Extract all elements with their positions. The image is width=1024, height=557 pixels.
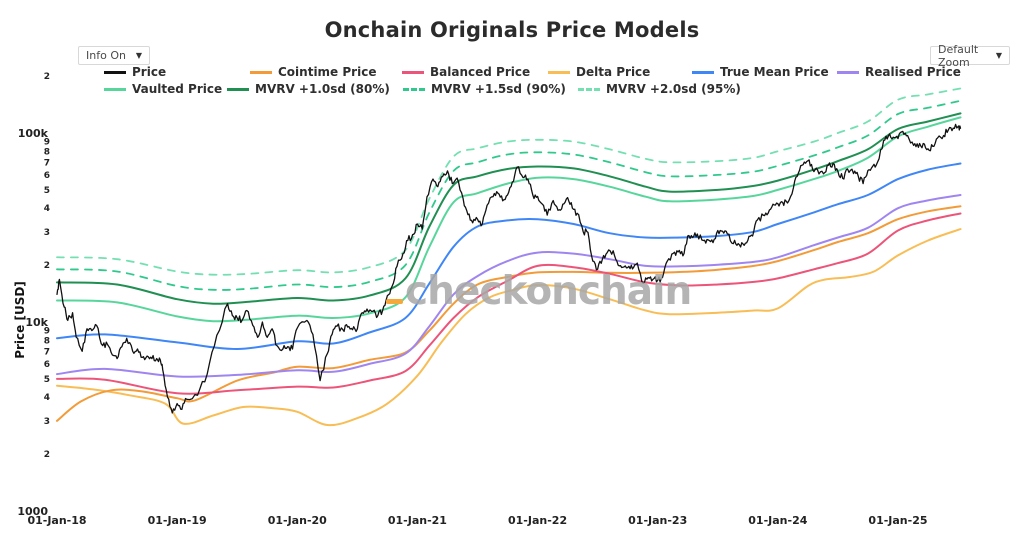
- legend-swatch-icon: [104, 87, 126, 91]
- y-axis-minor-tick: 7: [44, 158, 50, 168]
- y-axis-minor-tick: 4: [44, 393, 50, 403]
- legend-label: Realised Price: [865, 65, 961, 79]
- y-axis-minor-tick: 9: [44, 327, 50, 337]
- page-title: Onchain Originals Price Models: [324, 18, 700, 42]
- legend-label: MVRV +1.0sd (80%): [255, 82, 390, 96]
- y-axis-tick: 1000: [17, 505, 48, 518]
- info-dropdown[interactable]: Info On ▼: [78, 46, 150, 65]
- legend-item-realised-price[interactable]: Realised Price: [837, 65, 961, 79]
- legend-swatch-icon: [250, 70, 272, 74]
- x-axis-tick: 01-Jan-22: [508, 514, 567, 527]
- y-axis-minor-tick: 7: [44, 347, 50, 357]
- x-axis-tick: 01-Jan-19: [148, 514, 207, 527]
- legend-item-balanced-price[interactable]: Balanced Price: [402, 65, 530, 79]
- y-axis-minor-tick: 5: [44, 186, 50, 196]
- series-line-price: [56, 123, 962, 414]
- y-axis-tick: 10k: [25, 316, 48, 329]
- y-axis-minor-tick: 2: [44, 450, 50, 460]
- legend-swatch-icon: [837, 70, 859, 74]
- y-axis-minor-tick: 3: [44, 417, 50, 427]
- legend-item-cointime-price[interactable]: Cointime Price: [250, 65, 376, 79]
- x-axis-tick: 01-Jan-18: [27, 514, 86, 527]
- series-line-balanced-price: [56, 212, 962, 395]
- zoom-dropdown[interactable]: Default Zoom ▼: [930, 43, 1010, 69]
- info-dropdown-label: Info On: [86, 49, 126, 62]
- legend-label: True Mean Price: [720, 65, 829, 79]
- legend-item-price[interactable]: Price: [104, 65, 166, 79]
- legend-label: Delta Price: [576, 65, 651, 79]
- series-line-mvrv-1-0sd-80-: [56, 112, 962, 305]
- legend-swatch-icon: [227, 87, 249, 91]
- y-axis-minor-tick: 3: [44, 228, 50, 238]
- legend-label: MVRV +1.5sd (90%): [431, 82, 566, 96]
- zoom-dropdown-label: Default Zoom: [938, 42, 979, 69]
- series-line-realised-price: [56, 194, 962, 378]
- series-line-cointime-price: [56, 205, 962, 422]
- chevron-down-icon: ▼: [995, 51, 1002, 60]
- y-axis-minor-tick: 4: [44, 204, 50, 214]
- y-axis-minor-tick: 2: [44, 72, 50, 82]
- series-line-mvrv-2-0sd-95-: [56, 87, 962, 276]
- legend-item-mvrv-2-0sd-95-[interactable]: MVRV +2.0sd (95%): [578, 82, 741, 96]
- y-axis-minor-tick: 6: [44, 171, 50, 181]
- legend-label: Vaulted Price: [132, 82, 223, 96]
- legend-item-delta-price[interactable]: Delta Price: [548, 65, 650, 79]
- legend-item-mvrv-1-5sd-90-[interactable]: MVRV +1.5sd (90%): [403, 82, 566, 96]
- legend-item-vaulted-price[interactable]: Vaulted Price: [104, 82, 222, 96]
- series-line-mvrv-1-5sd-90-: [56, 99, 962, 291]
- legend-swatch-icon: [104, 70, 126, 74]
- legend-swatch-icon: [578, 87, 600, 91]
- x-axis-tick: 01-Jan-24: [748, 514, 807, 527]
- legend-swatch-icon: [403, 87, 425, 91]
- y-axis-tick: 100k: [18, 127, 49, 140]
- y-axis-minor-tick: 8: [44, 336, 50, 346]
- x-axis-tick: 01-Jan-21: [388, 514, 447, 527]
- legend-item-mvrv-1-0sd-80-[interactable]: MVRV +1.0sd (80%): [227, 82, 390, 96]
- series-line-delta-price: [56, 228, 962, 427]
- y-axis-minor-tick: 2: [44, 261, 50, 271]
- legend-label: Balanced Price: [430, 65, 531, 79]
- legend-label: MVRV +2.0sd (95%): [606, 82, 741, 96]
- y-axis-title: Price [USD]: [13, 281, 27, 359]
- legend-swatch-icon: [402, 70, 424, 74]
- legend-label: Cointime Price: [278, 65, 377, 79]
- x-axis-tick: 01-Jan-25: [868, 514, 927, 527]
- legend-label: Price: [132, 65, 167, 79]
- series-line-vaulted-price: [56, 116, 962, 323]
- y-axis-minor-tick: 5: [44, 375, 50, 385]
- y-axis-minor-tick: 8: [44, 147, 50, 157]
- x-axis-tick: 01-Jan-23: [628, 514, 687, 527]
- legend-item-true-mean-price[interactable]: True Mean Price: [692, 65, 829, 79]
- y-axis-minor-tick: 9: [44, 138, 50, 148]
- legend-swatch-icon: [692, 70, 714, 74]
- y-axis-minor-tick: 6: [44, 360, 50, 370]
- x-axis-tick: 01-Jan-20: [268, 514, 327, 527]
- legend-swatch-icon: [548, 70, 570, 74]
- chevron-down-icon: ▼: [135, 51, 142, 60]
- series-line-true-mean-price: [56, 162, 962, 351]
